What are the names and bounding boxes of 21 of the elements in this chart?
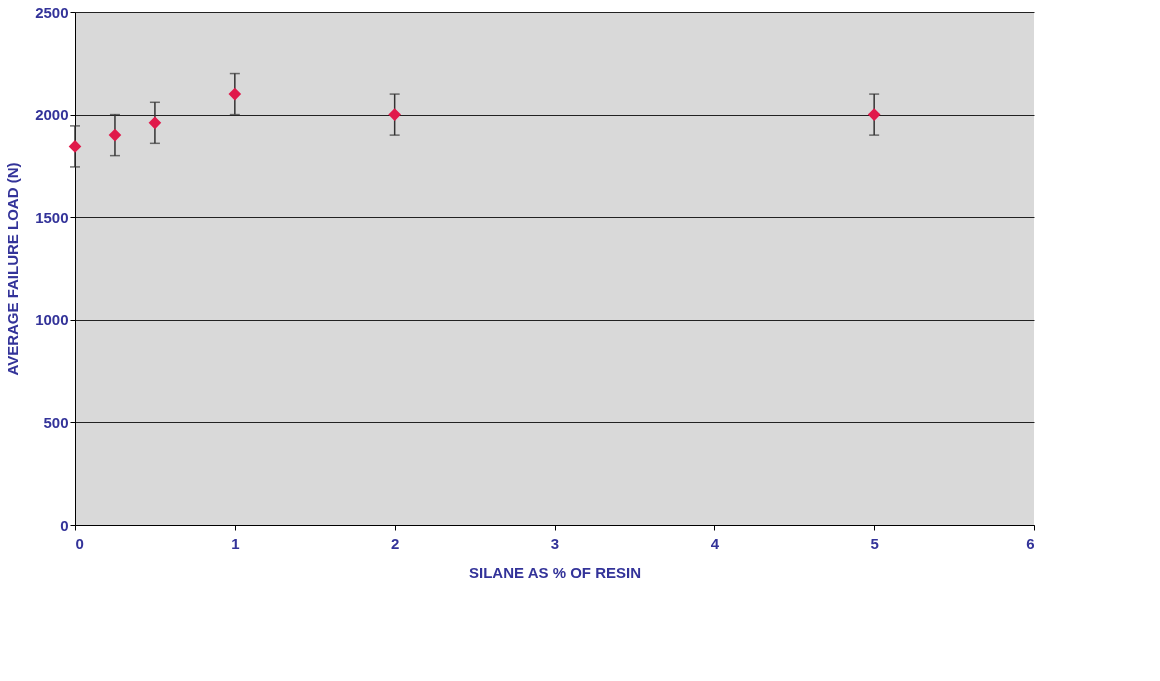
x-tick-label: 1 [231,534,240,552]
point [228,87,242,101]
x-tick-label: 5 [870,534,879,552]
y-tick-label: 2500 [35,3,69,21]
y-tick-label: 0 [60,516,69,534]
y-tick-label: 2000 [35,106,69,124]
x-tick-label: 0 [75,534,84,552]
y-axis-title: AVERAGE FAILURE LOAD (N) [4,162,22,376]
point [867,108,881,121]
y-tick-label: 1500 [35,208,69,226]
x-tick-label: 2 [390,534,400,552]
y-tick-label: 1000 [35,311,69,329]
point [388,108,401,121]
y-tick-label: 500 [43,413,69,431]
x-tick-label: 6 [1026,534,1035,552]
point [68,140,82,153]
point [108,128,122,142]
x-tick-label: 4 [710,534,720,552]
x-tick-label: 3 [550,534,560,552]
point [148,116,162,130]
x-axis-title: SILANE AS % OF RESIN [469,563,641,581]
